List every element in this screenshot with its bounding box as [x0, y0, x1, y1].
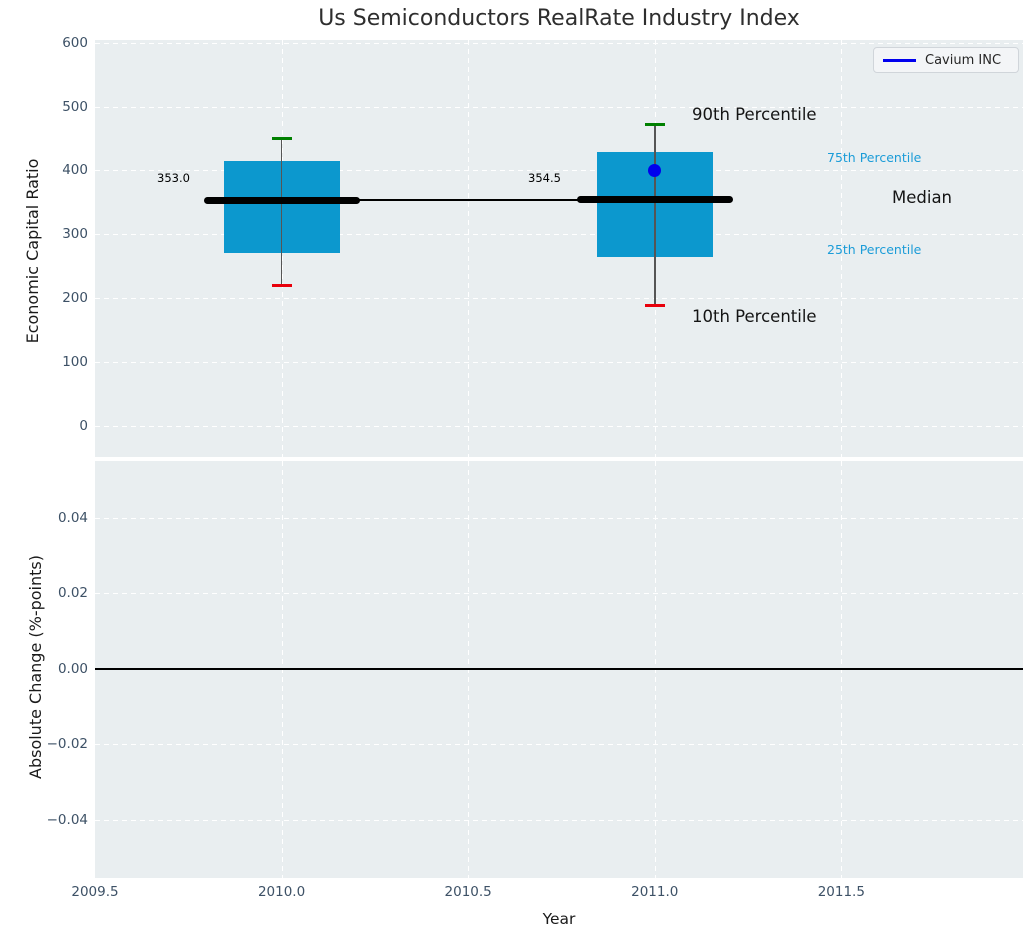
gridline-vertical [282, 461, 283, 878]
legend: Cavium INC [873, 47, 1019, 73]
gridline-vertical [468, 461, 469, 878]
label-75th-percentile: 75th Percentile [827, 150, 921, 165]
gridline-horizontal [95, 593, 1023, 594]
x-tick-label: 2010.0 [237, 884, 327, 900]
x-tick-label: 2011.5 [796, 884, 886, 900]
y-tick-label: 0.02 [18, 584, 88, 602]
gridline-horizontal [95, 820, 1023, 821]
gridline-horizontal [95, 518, 1023, 519]
y-tick-label: −0.04 [18, 811, 88, 829]
boxplot-median-line [577, 196, 733, 203]
gridline-horizontal [95, 107, 1023, 108]
whisker-cap-10th [272, 284, 292, 287]
absolute-change-plot [95, 461, 1023, 878]
boxplot-whisker [281, 138, 283, 285]
legend-line-swatch [883, 59, 916, 62]
gridline-horizontal [95, 744, 1023, 745]
y-tick-label: 500 [28, 98, 88, 116]
y-tick-label: 0 [28, 417, 88, 435]
label-90th-percentile: 90th Percentile [692, 105, 817, 124]
gridline-vertical [655, 461, 656, 878]
cavium-data-point [648, 164, 661, 177]
gridline-horizontal [95, 426, 1023, 427]
whisker-cap-90th [645, 123, 665, 126]
label-10th-percentile: 10th Percentile [692, 307, 817, 326]
median-value-2011: 354.5 [528, 171, 561, 185]
boxplot-whisker [654, 124, 656, 305]
y-tick-label: 200 [28, 289, 88, 307]
y-tick-label: 300 [28, 225, 88, 243]
x-axis-label: Year [95, 910, 1023, 928]
figure: Us Semiconductors RealRate Industry Inde… [0, 0, 1034, 942]
y-tick-label: 0.04 [18, 509, 88, 527]
whisker-cap-90th [272, 137, 292, 140]
median-value-2010: 353.0 [157, 171, 190, 185]
boxplot-median-line [204, 197, 360, 204]
x-tick-label: 2011.0 [610, 884, 700, 900]
x-tick-label: 2010.5 [423, 884, 513, 900]
y-tick-label: 600 [28, 34, 88, 52]
gridline-horizontal [95, 43, 1023, 44]
gridline-horizontal [95, 298, 1023, 299]
label-25th-percentile: 25th Percentile [827, 242, 921, 257]
legend-label: Cavium INC [925, 53, 1001, 68]
whisker-cap-10th [645, 304, 665, 307]
label-median: Median [892, 188, 952, 207]
x-tick-label: 2009.5 [50, 884, 140, 900]
gridline-vertical [841, 461, 842, 878]
chart-title: Us Semiconductors RealRate Industry Inde… [95, 6, 1023, 31]
zero-line [95, 668, 1023, 670]
gridline-horizontal [95, 362, 1023, 363]
gridline-vertical [468, 40, 469, 457]
y-tick-label: 0.00 [18, 660, 88, 678]
y-tick-label: −0.02 [18, 735, 88, 753]
y-tick-label: 100 [28, 353, 88, 371]
y-tick-label: 400 [28, 161, 88, 179]
